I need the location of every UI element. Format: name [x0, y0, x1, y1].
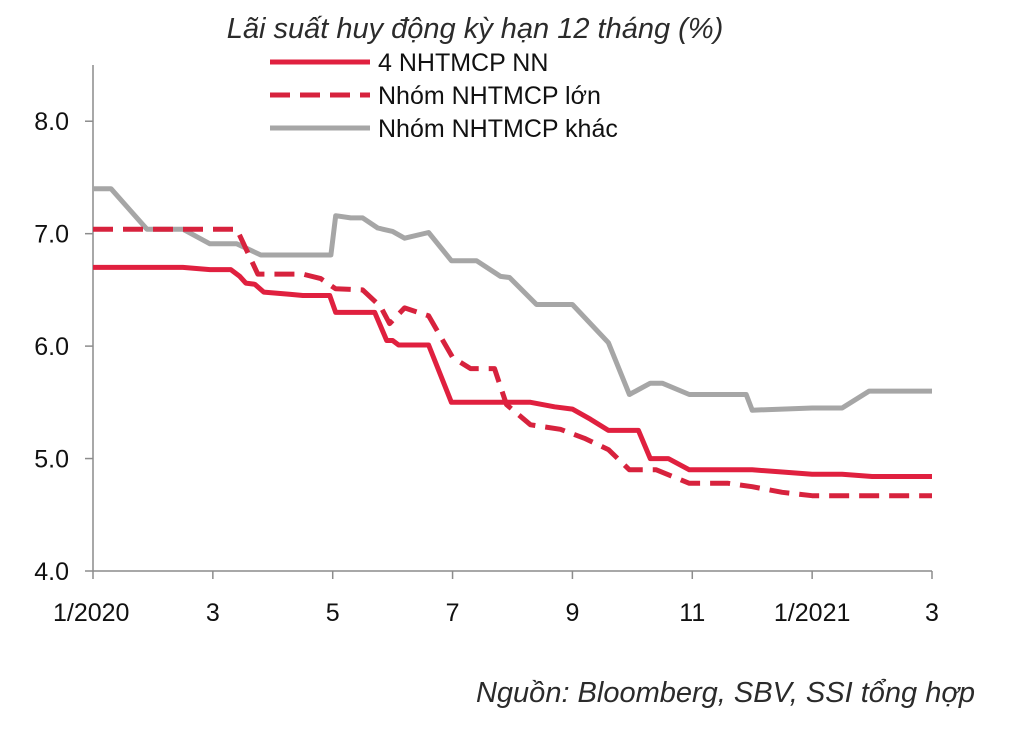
- x-tick-label: 3: [206, 599, 220, 627]
- legend-label-2: Nhóm NHTMCP lớn: [378, 82, 601, 110]
- y-tick-label: 8.0: [34, 108, 69, 136]
- x-tick-label: 5: [326, 599, 340, 627]
- series-line-3: [93, 186, 932, 413]
- x-tick-label: 7: [446, 599, 460, 627]
- chart-title: Lãi suất huy động kỳ hạn 12 tháng (%): [227, 13, 724, 45]
- x-tick-label: 1/2021: [774, 599, 850, 627]
- series-line-1: [93, 264, 932, 479]
- legend: 4 NHTMCP NN Nhóm NHTMCP lớn Nhóm NHTMCP kh…: [270, 49, 618, 143]
- x-tick-label: 9: [565, 599, 579, 627]
- series-line-2: [93, 226, 932, 499]
- legend-label-1: 4 NHTMCP NN: [378, 49, 548, 77]
- x-tick-label: 11: [679, 599, 705, 627]
- legend-label-3: Nhóm NHTMCP khác: [378, 115, 618, 143]
- source-note: Nguồn: Bloomberg, SBV, SSI tổng hợp: [476, 677, 975, 709]
- series-layer: [93, 186, 932, 499]
- y-tick-label: 4.0: [34, 558, 69, 586]
- y-axis: 4.0 5.0 6.0 7.0 8.0: [34, 65, 94, 586]
- y-tick-label: 6.0: [34, 333, 69, 361]
- x-tick-label: 1/2020: [53, 599, 129, 627]
- y-tick-label: 5.0: [34, 446, 69, 474]
- x-axis: 1/2020 3 5 7 9 11 1/2021 3: [53, 570, 939, 627]
- y-tick-label: 7.0: [34, 221, 69, 249]
- x-tick-label: 3: [925, 599, 939, 627]
